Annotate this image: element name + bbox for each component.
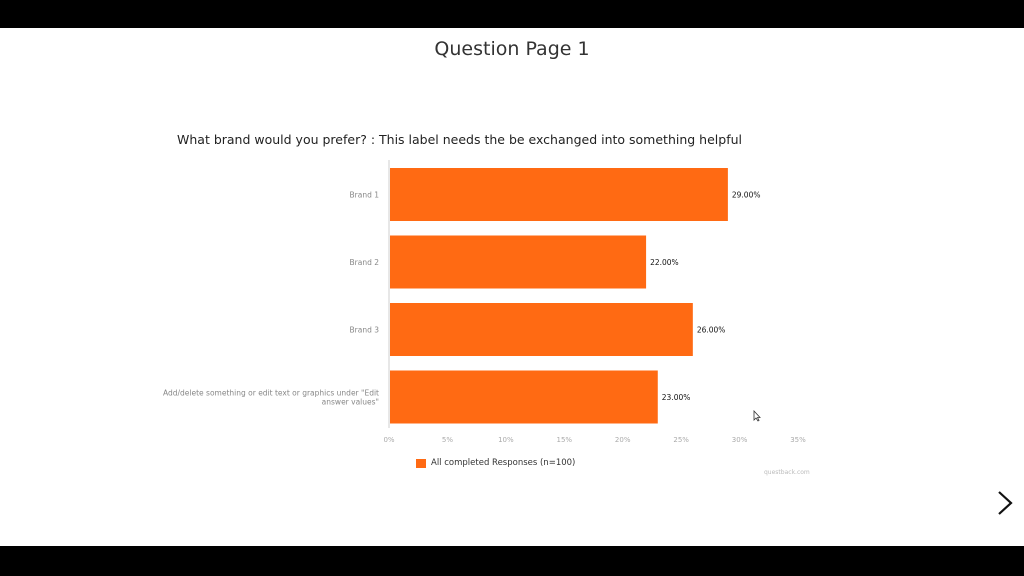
x-tick-label-2: 10% [498,436,514,444]
chart-credit: questback.com [764,469,810,476]
data-label-4: 23.00% [662,393,691,402]
x-tick-label-4: 20% [615,436,631,444]
bar-1 [390,168,728,221]
x-tick-label-1: 5% [442,436,453,444]
chevron-right-icon[interactable] [994,488,1016,518]
presentation-slide: Question Page 1 What brand would you pre… [0,28,1024,546]
chart-question-title: What brand would you prefer? : This labe… [177,132,742,147]
bar-4 [390,370,658,424]
data-label-2: 22.00% [650,258,679,267]
page-title: Question Page 1 [434,38,590,60]
bar-3 [390,303,693,356]
data-label-3: 26.00% [697,326,726,335]
bar-2 [390,235,647,289]
category-label-2: Brand 2 [350,258,380,267]
category-label-1: Brand 1 [350,191,380,200]
legend-swatch [416,458,426,468]
mouse-cursor-icon [753,410,761,422]
x-tick-label-5: 25% [673,436,689,444]
legend-label: All completed Responses (n=100) [431,458,576,468]
bar-chart: 29.00% Brand 1 22.00% Brand 2 26.00% Brand 3 2… [163,160,806,444]
x-tick-label-3: 15% [557,436,573,444]
data-label-1: 29.00% [732,191,761,200]
category-label-4: Add/delete something or edit text or gra… [163,389,379,407]
chart-legend: All completed Responses (n=100) [416,458,575,468]
x-tick-label-0: 0% [383,436,394,444]
x-tick-label-7: 35% [790,436,806,444]
category-label-3: Brand 3 [350,326,380,335]
x-tick-label-6: 30% [732,436,748,444]
